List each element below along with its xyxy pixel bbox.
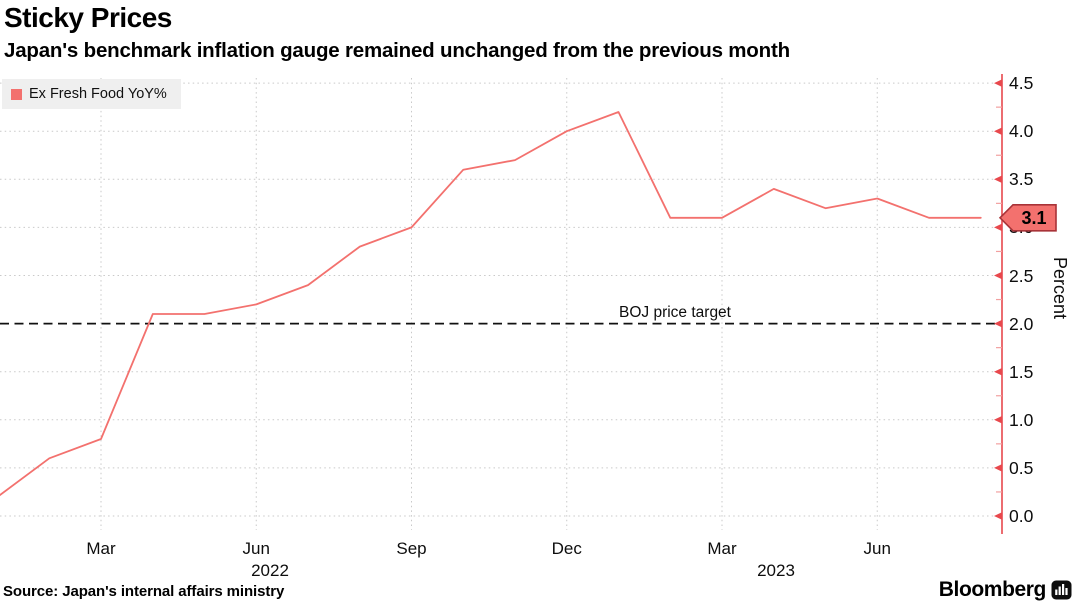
year-label: 2023	[757, 561, 795, 580]
y-tick-label: 2.5	[1009, 265, 1034, 286]
bar-chart-icon	[1051, 580, 1072, 600]
chart-subtitle: Japan's benchmark inflation gauge remain…	[4, 39, 790, 62]
y-tick-label: 1.0	[1009, 409, 1034, 430]
x-tick-label: Sep	[396, 539, 427, 558]
x-tick-label: Dec	[551, 539, 582, 558]
page-title: Sticky Prices	[4, 2, 172, 33]
legend-label: Ex Fresh Food YoY%	[29, 86, 167, 102]
legend-swatch-icon	[11, 88, 22, 100]
x-tick-label: Jun	[863, 539, 891, 558]
y-tick-label: 2.0	[1009, 313, 1034, 334]
reference-line-label: BOJ price target	[619, 303, 731, 321]
y-tick-label: 4.0	[1009, 121, 1034, 142]
value-tag-shape	[998, 203, 1057, 232]
y-tick-label: 0.0	[1009, 506, 1034, 526]
brand-logo: Bloomberg	[939, 578, 1072, 602]
y-axis-title: Percent	[1050, 257, 1070, 320]
year-label: 2022	[251, 561, 289, 580]
value-tag-text: 3.1	[1021, 208, 1046, 228]
x-tick-label: Mar	[707, 539, 737, 558]
y-tick-label: 0.5	[1009, 457, 1034, 478]
source-note: Source: Japan's internal affairs ministr…	[3, 583, 285, 600]
legend: Ex Fresh Food YoY%	[2, 79, 181, 109]
x-tick-label: Mar	[86, 539, 116, 558]
y-tick-label: 3.5	[1009, 169, 1034, 190]
x-tick-label: Jun	[242, 539, 270, 558]
y-tick-label: 1.5	[1009, 361, 1034, 382]
y-tick-label: 4.5	[1009, 73, 1034, 94]
brand-name: Bloomberg	[938, 578, 1047, 601]
